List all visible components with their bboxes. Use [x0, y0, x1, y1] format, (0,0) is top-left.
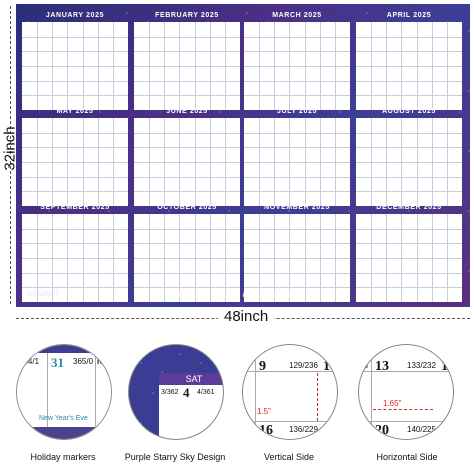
- holiday-caption: Holiday markers: [30, 452, 96, 462]
- sample-day-number: 4: [183, 385, 190, 400]
- design-detail-circle: SAT 3/362 4 4/361: [128, 344, 224, 440]
- holiday-day-number: 31: [51, 355, 64, 370]
- day-count-right: 365/0: [73, 357, 94, 366]
- next-day-number: 1: [441, 359, 448, 374]
- holiday-marker-text: New Year's Eve: [39, 415, 88, 422]
- cell-measure: 1.5": [257, 407, 271, 416]
- vertical-side-circle: 37 9 129/236 1 1.5" 16 136/229: [242, 344, 338, 440]
- month-title: FEBRUARY 2025: [155, 12, 219, 19]
- month-title: JANUARY 2025: [45, 12, 105, 19]
- month-title: AUGUST 2025: [382, 108, 436, 115]
- brand-signature: Sodaball: [26, 288, 59, 298]
- month-grid-block: [244, 214, 350, 302]
- month-grid-block: [134, 214, 240, 302]
- holiday-detail-circle: 364/1 31 365/0 No New Year's Eve: [16, 344, 112, 440]
- prev-cell-fragment: 37: [243, 361, 252, 370]
- weekday-header: SAT: [159, 373, 223, 385]
- month-title: MARCH 2025: [272, 12, 322, 19]
- day-count-2: 140/225: [407, 425, 436, 434]
- month-title: DECEMBER 2025: [376, 204, 442, 211]
- prev-cell-fragment: 33: [359, 361, 368, 370]
- month-grid-block: [134, 118, 240, 206]
- month-title: JULY 2025: [276, 108, 318, 115]
- month-grid-block: [134, 22, 240, 110]
- day-count-right: 4/361: [197, 389, 215, 396]
- calendar-banner: 2025 CALENDAR & PLANNERS: [174, 290, 296, 299]
- next-cell-fragment: No: [97, 357, 108, 366]
- month-grid-block: [356, 118, 462, 206]
- vertical-caption: Vertical Side: [263, 452, 315, 462]
- design-caption: Purple Starry Sky Design: [124, 452, 226, 462]
- month-grid-block: [244, 22, 350, 110]
- sample-day-number: 9: [259, 359, 266, 374]
- day-count-left: 3/362: [161, 389, 179, 396]
- sample-day-number-2: 16: [259, 423, 273, 438]
- month-title: APRIL 2025: [386, 12, 432, 19]
- sample-day-number-2: 20: [375, 423, 389, 438]
- month-title: OCTOBER 2025: [157, 204, 217, 211]
- horizontal-side-circle: 33 13 133/232 1 1.65" 20 140/225: [358, 344, 454, 440]
- month-grid-block: [356, 214, 462, 302]
- next-day-number: 1: [323, 359, 330, 374]
- day-count-2: 136/229: [289, 425, 318, 434]
- month-title: MAY 2025: [56, 108, 94, 115]
- month-grid-block: [22, 214, 128, 302]
- day-count: 129/236: [289, 361, 318, 370]
- day-count-left: 364/1: [19, 357, 40, 366]
- height-dimension-line: [10, 6, 11, 304]
- day-count: 133/232: [407, 361, 436, 370]
- month-grid-block: [22, 22, 128, 110]
- month-grid-block: [22, 118, 128, 206]
- month-title: JUNE 2025: [166, 108, 208, 115]
- month-grid-block: [356, 22, 462, 110]
- month-grid-block: [244, 118, 350, 206]
- cell-measure: 1.65": [383, 399, 402, 408]
- horizontal-caption: Horizontal Side: [376, 452, 438, 462]
- sample-day-number: 13: [375, 359, 389, 374]
- month-title: NOVEMBER 2025: [264, 204, 330, 211]
- month-title: SEPTEMBER 2025: [40, 204, 110, 211]
- width-label: 48inch: [218, 308, 275, 325]
